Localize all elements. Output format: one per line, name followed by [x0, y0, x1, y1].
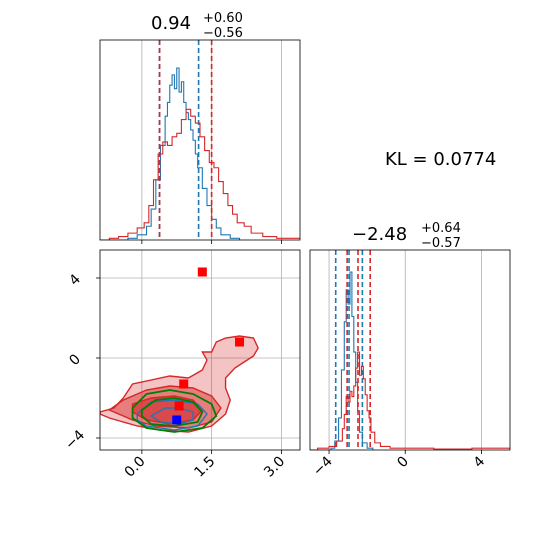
x-tick-label: 1.5 [191, 454, 218, 481]
y-tick-label: 0 [66, 351, 84, 369]
x-tick-label: 0 [394, 454, 412, 472]
right-histogram-series [310, 250, 510, 450]
red-square-marker [235, 337, 245, 347]
blue-square-marker [172, 415, 182, 425]
contour-frame [99, 249, 301, 451]
blue-contour [149, 407, 194, 425]
bottom-right-histogram-panel: −4 0 4 [309, 249, 511, 479]
top-histogram-series [100, 40, 300, 240]
red-step-histogram [310, 351, 510, 450]
x-tick-label: 4 [471, 453, 489, 471]
green-contour [140, 397, 204, 427]
x-tick-label: −4 [310, 453, 336, 479]
red-step-histogram [100, 108, 300, 240]
contour-panel: 0.0 1.5 3.0 −4 0 4 [62, 249, 301, 481]
top-panel-title-minus: −0.56 [203, 26, 243, 41]
red-square-marker [174, 401, 184, 411]
red-square-marker [197, 267, 207, 277]
blue-step-histogram [100, 67, 241, 240]
blue-contour [136, 399, 208, 431]
contour-layers [100, 267, 259, 433]
right-panel-title-minus: −0.57 [421, 236, 461, 251]
y-tick-label: 4 [66, 271, 84, 289]
red-square-marker [179, 379, 189, 389]
right-histogram-frame [309, 249, 511, 451]
green-contour [131, 389, 218, 433]
top-histogram-frame [99, 39, 301, 241]
right-panel-title-value: −2.48 [352, 224, 407, 245]
y-tick-label: −4 [62, 427, 88, 453]
kl-divergence-label: KL = 0.0774 [385, 149, 496, 170]
x-tick-label: 3.0 [261, 454, 288, 481]
top-panel-title-value: 0.94 [151, 13, 191, 34]
right-panel-title-plus: +0.64 [421, 221, 461, 236]
x-tick-label: 0.0 [122, 454, 149, 481]
top-histogram-panel [99, 39, 301, 244]
top-panel-title-plus: +0.60 [203, 11, 243, 26]
blue-step-histogram [310, 271, 374, 450]
